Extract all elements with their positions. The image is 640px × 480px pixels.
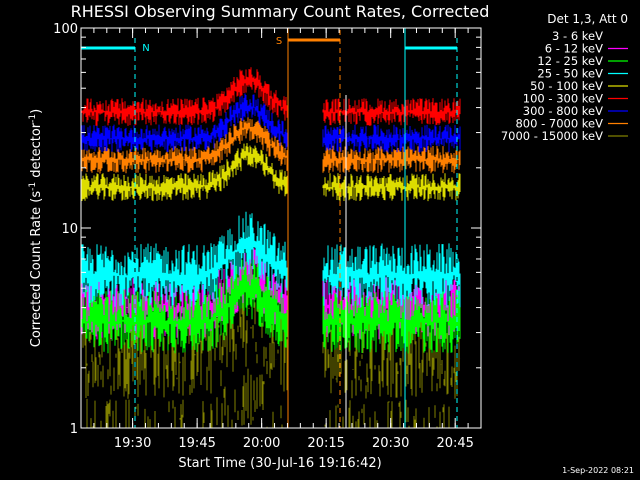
chart-title: RHESSI Observing Summary Count Rates, Co… [71,2,490,21]
x-tick-label-0: 19:30 [114,436,151,451]
legend-label-8: 7000 - 15000 keV [501,129,603,143]
legend-label-4: 50 - 100 keV [530,79,603,93]
y-tick-label-1: 10 [61,222,78,237]
legend-label-6: 300 - 800 keV [523,104,603,118]
x-tick-label-2: 20:00 [243,436,280,451]
x-axis-label: Start Time (30-Jul-16 19:16:42) [178,456,381,471]
x-tick-label-4: 20:30 [372,436,409,451]
series-trace-5 [81,67,461,126]
timestamp: 1-Sep-2022 08:21 [562,466,634,475]
y-tick-label-0: 1 [70,422,78,437]
y-axis-label: Corrected Count Rate (s-1 detector-1) [28,109,44,347]
legend-label-3: 25 - 50 keV [537,67,603,81]
legend-label-5: 100 - 300 keV [523,92,603,106]
legend-header: Det 1,3, Att 0 [547,12,628,26]
y-tick-label-2: 100 [53,22,78,37]
axis-layer: 1 10 100 19:30 19:45 20:00 20:15 20:30 20:45 [53,22,481,451]
x-tick-label-5: 20:45 [436,436,473,451]
legend-label-1: 6 - 12 keV [545,42,603,56]
overlay-layer: NS [81,28,458,428]
x-tick-label-3: 20:15 [307,436,344,451]
night-label: N [142,43,149,54]
saa-label: S [276,36,282,47]
legend-label-2: 12 - 25 keV [537,54,603,68]
legend-label-7: 800 - 7000 keV [515,117,603,131]
legend-label-0: 3 - 6 keV [552,29,603,43]
trace-layer [81,67,461,428]
x-tick-label-1: 19:45 [178,436,215,451]
